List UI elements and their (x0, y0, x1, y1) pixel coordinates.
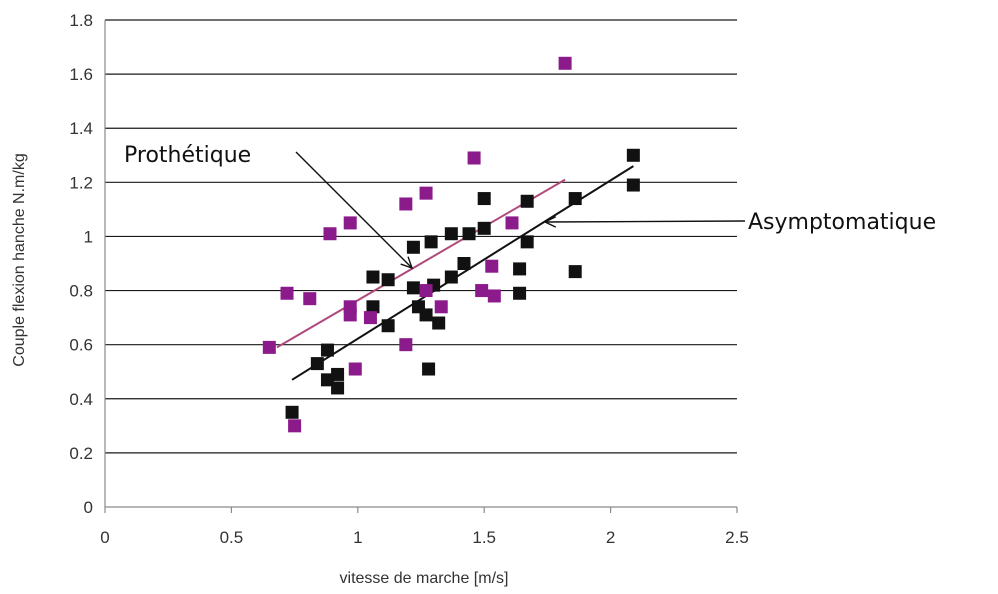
annotation-arrow-asymptomatique (544, 220, 746, 223)
data-point-asymptomatique (626, 148, 640, 162)
data-point-prothetique (558, 56, 572, 70)
y-axis-ticks: 0 0.2 0.4 0.6 0.8 1 1.2 1.4 1.6 1.8 (69, 11, 93, 517)
x-tick-label: 0 (100, 528, 109, 547)
annotation-arrow-prothetique (295, 151, 413, 269)
data-point-asymptomatique (626, 178, 640, 192)
plot-area (104, 20, 737, 508)
y-tick-label: 0.6 (69, 336, 93, 355)
data-point-asymptomatique (320, 343, 334, 357)
data-point-asymptomatique (444, 270, 458, 284)
data-point-asymptomatique (513, 286, 527, 300)
data-point-asymptomatique (432, 316, 446, 330)
data-point-asymptomatique (285, 405, 299, 419)
data-point-prothetique (419, 284, 433, 298)
data-point-prothetique (419, 186, 433, 200)
data-point-prothetique (485, 259, 499, 273)
trend-line-prothetique (276, 178, 566, 349)
gridlines (105, 19, 737, 454)
data-point-asymptomatique (320, 373, 334, 387)
data-point-prothetique (280, 286, 294, 300)
data-point-asymptomatique (462, 227, 476, 241)
data-point-asymptomatique (457, 257, 471, 270)
y-tick-label: 1.6 (69, 65, 93, 84)
data-point-prothetique (467, 151, 481, 165)
y-tick-label: 1.2 (69, 173, 93, 192)
data-point-prothetique (363, 311, 377, 325)
data-point-prothetique (343, 300, 357, 314)
data-point-prothetique (434, 300, 448, 314)
x-tick-label: 0.5 (220, 528, 244, 547)
data-point-prothetique (343, 216, 357, 230)
data-point-asymptomatique (424, 235, 438, 249)
data-point-asymptomatique (381, 273, 395, 287)
data-point-asymptomatique (331, 381, 345, 395)
y-axis-title: Couple flexion hanche N.m/kg (11, 153, 28, 366)
annotation-arrow-asymptomatique-head (543, 216, 557, 228)
data-point-asymptomatique (422, 362, 436, 376)
data-point-asymptomatique (406, 281, 420, 295)
x-tick-label: 1.5 (472, 528, 496, 547)
data-point-asymptomatique (520, 194, 534, 208)
y-tick-label: 1.4 (69, 119, 93, 138)
data-point-asymptomatique (419, 308, 433, 322)
data-point-asymptomatique (568, 265, 582, 279)
y-tick-label: 1 (84, 227, 93, 246)
trend-line-asymptomatique (291, 165, 634, 381)
data-point-asymptomatique (568, 192, 582, 206)
x-tick-label: 2.5 (725, 528, 749, 547)
data-point-asymptomatique (444, 227, 458, 241)
data-point-prothetique (323, 227, 337, 241)
y-tick-label: 0.8 (69, 282, 93, 301)
y-tick-label: 0 (84, 498, 93, 517)
data-point-prothetique (303, 292, 317, 306)
data-point-asymptomatique (513, 262, 527, 276)
annotation-arrow-prothetique-head (400, 256, 414, 270)
annotations (295, 151, 746, 270)
annotation-asymptomatique-label: Asymptomatique (748, 210, 936, 235)
data-point-prothetique (399, 197, 413, 211)
x-axis-ticks: 0 0.5 1 1.5 2 2.5 (100, 507, 749, 547)
annotation-prothetique-label: Prothétique (124, 143, 251, 168)
data-point-asymptomatique (366, 270, 380, 284)
y-tick-label: 1.8 (69, 11, 93, 30)
data-point-prothetique (348, 362, 362, 376)
data-point-prothetique (288, 419, 302, 433)
data-point-prothetique (399, 338, 413, 352)
data-points (262, 56, 640, 433)
data-point-prothetique (262, 340, 276, 354)
data-point-asymptomatique (310, 357, 324, 371)
data-point-asymptomatique (477, 192, 491, 206)
data-point-prothetique (505, 216, 519, 230)
data-point-asymptomatique (477, 221, 491, 235)
data-point-asymptomatique (406, 240, 420, 254)
x-tick-label: 2 (606, 528, 615, 547)
x-tick-label: 1 (353, 528, 362, 547)
data-point-asymptomatique (366, 300, 380, 314)
data-point-asymptomatique (331, 367, 345, 381)
data-point-asymptomatique (381, 319, 395, 333)
data-point-prothetique (475, 284, 489, 298)
y-tick-label: 0.2 (69, 444, 93, 463)
y-tick-label: 0.4 (69, 390, 93, 409)
data-point-asymptomatique (520, 235, 534, 249)
x-axis-title: vitesse de marche [m/s] (340, 570, 509, 587)
data-point-prothetique (487, 289, 501, 303)
